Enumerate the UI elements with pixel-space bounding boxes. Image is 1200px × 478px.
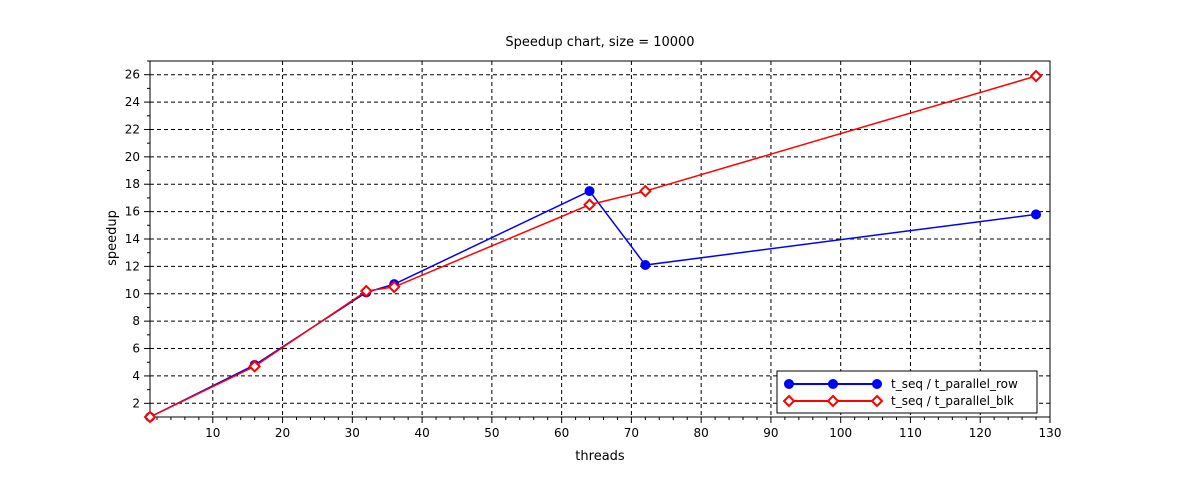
- y-axis-label: speedup: [105, 210, 120, 266]
- x-tick-label: 120: [969, 426, 992, 440]
- y-tick-label: 2: [132, 396, 140, 410]
- data-point: [1031, 209, 1042, 220]
- legend-label: t_seq / t_parallel_row: [891, 377, 1018, 391]
- data-point: [143, 410, 157, 424]
- x-tick-label: 100: [829, 426, 852, 440]
- data-point: [387, 280, 401, 294]
- legend-marker: [784, 379, 794, 389]
- x-tick-label: 40: [414, 426, 429, 440]
- y-tick-label: 18: [125, 177, 140, 191]
- series-lines: [143, 69, 1043, 424]
- data-point: [638, 184, 652, 198]
- y-tick-label: 24: [125, 95, 140, 109]
- series-group: [143, 69, 1043, 424]
- legend-marker: [826, 394, 840, 408]
- legend-label: t_seq / t_parallel_blk: [891, 394, 1014, 408]
- chart-title: Speedup chart, size = 10000: [505, 35, 694, 50]
- y-tick-label: 22: [125, 122, 140, 136]
- y-tick-label: 10: [125, 287, 140, 301]
- data-point: [1029, 69, 1043, 83]
- x-axis-label: threads: [575, 449, 625, 464]
- x-tick-label: 130: [1039, 426, 1062, 440]
- legend-box: [776, 370, 1038, 414]
- data-point: [640, 260, 651, 271]
- data-point: [583, 198, 596, 212]
- data-point: [248, 359, 262, 373]
- legend: t_seq / t_parallel_row t_seq / t_parallel…: [776, 370, 1038, 414]
- legend-marker: [870, 394, 884, 408]
- data-point: [584, 186, 595, 197]
- x-tick-label: 110: [899, 426, 922, 440]
- x-tick-label: 70: [624, 426, 639, 440]
- y-tick-label: 14: [125, 232, 140, 246]
- x-tick-label: 80: [694, 426, 709, 440]
- y-tick-label: 16: [125, 205, 140, 219]
- y-tick-label: 6: [132, 342, 140, 356]
- axes: [144, 60, 1051, 423]
- tick-labels: 10 20 30 40 50 60 70 80 90 100 110 120 1302468101214…: [125, 68, 1062, 440]
- legend-marker: [872, 379, 882, 389]
- legend-marker: [828, 379, 838, 389]
- y-tick-label: 12: [125, 259, 140, 273]
- y-tick-label: 4: [132, 369, 140, 383]
- x-tick-label: 60: [554, 426, 569, 440]
- data-point: [359, 284, 373, 298]
- legend-marker: [782, 394, 796, 408]
- x-tick-label: 20: [275, 426, 290, 440]
- y-tick-label: 26: [125, 68, 140, 82]
- x-tick-label: 30: [345, 426, 360, 440]
- grid: [150, 61, 1051, 417]
- x-tick-label: 10: [205, 426, 220, 440]
- x-tick-label: 50: [484, 426, 499, 440]
- y-tick-label: 20: [125, 150, 140, 164]
- y-tick-label: 8: [132, 314, 140, 328]
- x-tick-label: 90: [763, 426, 778, 440]
